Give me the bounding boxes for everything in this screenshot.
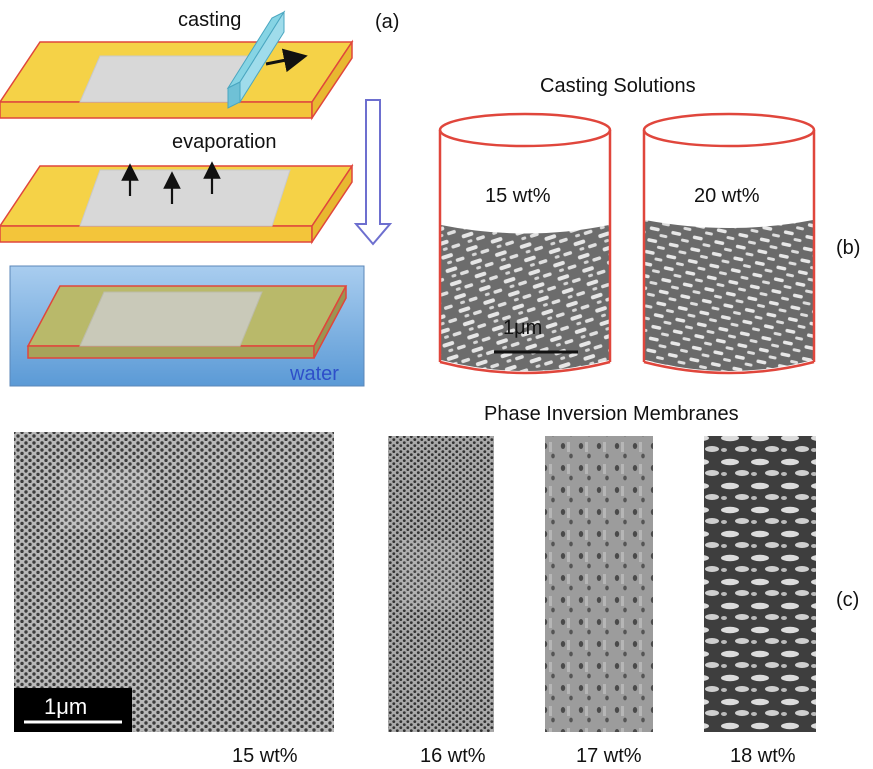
sem-scale-label: 1μm bbox=[44, 694, 87, 719]
sem-image-15wt bbox=[14, 432, 334, 732]
water-label: water bbox=[289, 363, 339, 385]
casting-label: casting bbox=[178, 9, 241, 31]
panel-b-label: (b) bbox=[836, 237, 860, 259]
cylinder-15wt-label: 15 wt% bbox=[485, 185, 551, 207]
casting-direction-arrow bbox=[265, 48, 308, 73]
evaporation-slab bbox=[0, 163, 354, 245]
casting-slab bbox=[0, 39, 354, 121]
caption-16wt: 16 wt% bbox=[420, 745, 486, 767]
cylinder-scale-label: 1μm bbox=[503, 317, 542, 339]
sem-image-18wt bbox=[704, 436, 816, 732]
process-down-arrow bbox=[353, 99, 393, 246]
caption-15wt: 15 wt% bbox=[232, 745, 298, 767]
casting-blade bbox=[226, 10, 286, 109]
cylinder-15wt bbox=[438, 112, 612, 375]
evaporation-arrows bbox=[121, 161, 221, 204]
casting-solutions-title: Casting Solutions bbox=[540, 75, 696, 97]
sem-image-16wt bbox=[388, 436, 494, 732]
phase-inversion-title: Phase Inversion Membranes bbox=[484, 403, 739, 425]
caption-17wt: 17 wt% bbox=[576, 745, 642, 767]
cylinder-20wt-label: 20 wt% bbox=[694, 185, 760, 207]
caption-18wt: 18 wt% bbox=[730, 745, 796, 767]
panel-a-label: (a) bbox=[375, 11, 399, 33]
cylinder-20wt bbox=[642, 112, 816, 375]
sem-image-17wt bbox=[545, 436, 653, 732]
evaporation-label: evaporation bbox=[172, 131, 277, 153]
panel-c-label: (c) bbox=[836, 589, 859, 611]
water-bath bbox=[9, 265, 365, 387]
